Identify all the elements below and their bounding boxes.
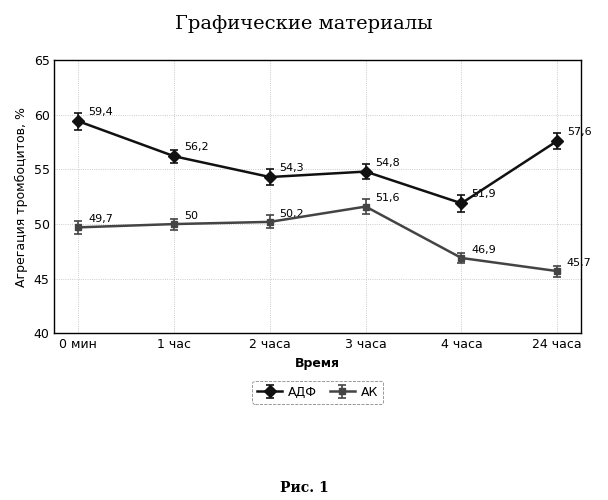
Text: 50: 50 (184, 211, 198, 221)
Text: Рис. 1: Рис. 1 (280, 481, 328, 495)
Text: 50,2: 50,2 (280, 208, 304, 218)
Text: 51,6: 51,6 (375, 194, 399, 203)
Text: 57,6: 57,6 (567, 127, 592, 137)
Text: Графические материалы: Графические материалы (175, 15, 433, 33)
Text: 46,9: 46,9 (471, 244, 496, 254)
Text: 54,8: 54,8 (375, 158, 400, 168)
Text: 51,9: 51,9 (471, 190, 496, 200)
Legend: АДФ, АК: АДФ, АК (252, 381, 384, 404)
Text: 54,3: 54,3 (280, 163, 304, 173)
Text: 45,7: 45,7 (567, 258, 592, 268)
Text: 56,2: 56,2 (184, 142, 209, 152)
Text: 49,7: 49,7 (88, 214, 113, 224)
X-axis label: Время: Время (295, 357, 340, 370)
Text: 59,4: 59,4 (88, 108, 112, 118)
Y-axis label: Агрегация тромбоцитов, %: Агрегация тромбоцитов, % (15, 106, 28, 286)
